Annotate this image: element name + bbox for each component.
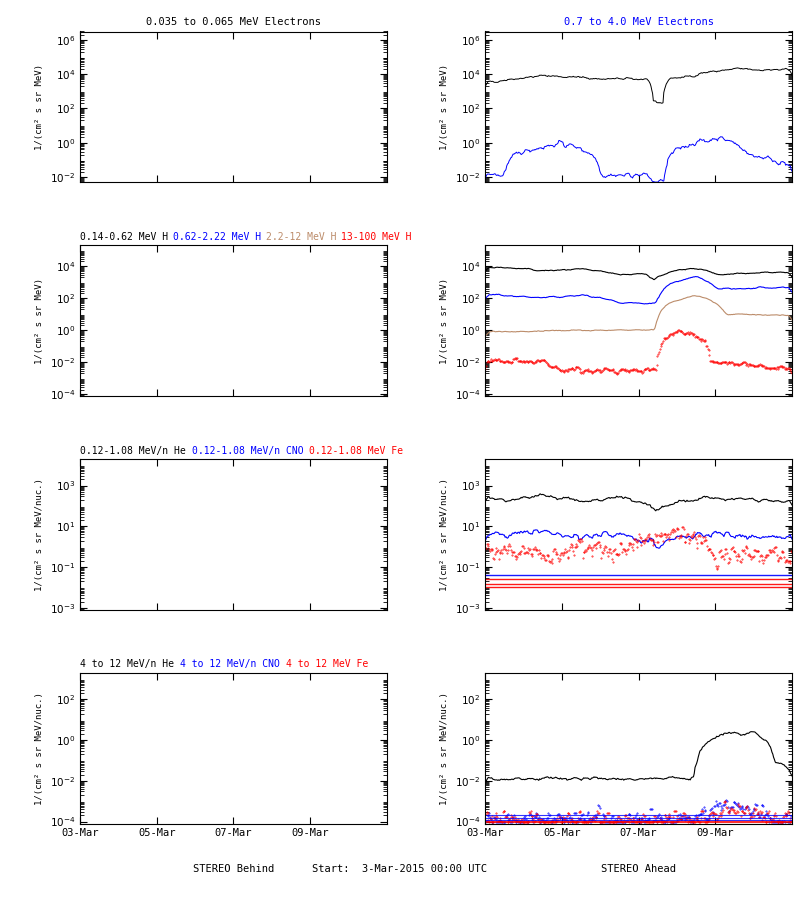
Text: 13-100 MeV H: 13-100 MeV H <box>341 231 412 242</box>
Text: Start:  3-Mar-2015 00:00 UTC: Start: 3-Mar-2015 00:00 UTC <box>313 864 487 874</box>
Y-axis label: 1/(cm² s sr MeV): 1/(cm² s sr MeV) <box>441 64 450 149</box>
Text: 0.035 to 0.065 MeV Electrons: 0.035 to 0.065 MeV Electrons <box>146 17 321 27</box>
Text: 0.14-0.62 MeV H: 0.14-0.62 MeV H <box>80 231 168 242</box>
Text: 0.12-1.08 MeV Fe: 0.12-1.08 MeV Fe <box>309 446 403 455</box>
Text: STEREO Behind: STEREO Behind <box>193 864 274 874</box>
Y-axis label: 1/(cm² s sr MeV): 1/(cm² s sr MeV) <box>440 277 449 364</box>
Y-axis label: 1/(cm² s sr MeV): 1/(cm² s sr MeV) <box>35 64 44 149</box>
Text: 0.7 to 4.0 MeV Electrons: 0.7 to 4.0 MeV Electrons <box>563 17 714 27</box>
Text: 0.12-1.08 MeV/n CNO: 0.12-1.08 MeV/n CNO <box>192 446 303 455</box>
Y-axis label: 1/(cm² s sr MeV/nuc.): 1/(cm² s sr MeV/nuc.) <box>35 692 44 805</box>
Y-axis label: 1/(cm² s sr MeV): 1/(cm² s sr MeV) <box>35 277 44 364</box>
Text: 2.2-12 MeV H: 2.2-12 MeV H <box>266 231 336 242</box>
Y-axis label: 1/(cm² s sr MeV/nuc.): 1/(cm² s sr MeV/nuc.) <box>440 478 450 590</box>
Text: 4 to 12 MeV/n CNO: 4 to 12 MeV/n CNO <box>180 660 280 670</box>
Text: 0.12-1.08 MeV/n He: 0.12-1.08 MeV/n He <box>80 446 186 455</box>
Text: STEREO Ahead: STEREO Ahead <box>601 864 676 874</box>
Text: 4 to 12 MeV Fe: 4 to 12 MeV Fe <box>286 660 368 670</box>
Text: 0.62-2.22 MeV H: 0.62-2.22 MeV H <box>173 231 261 242</box>
Y-axis label: 1/(cm² s sr MeV/nuc.): 1/(cm² s sr MeV/nuc.) <box>440 692 449 805</box>
Text: 4 to 12 MeV/n He: 4 to 12 MeV/n He <box>80 660 174 670</box>
Y-axis label: 1/(cm² s sr MeV/nuc.): 1/(cm² s sr MeV/nuc.) <box>35 478 44 590</box>
